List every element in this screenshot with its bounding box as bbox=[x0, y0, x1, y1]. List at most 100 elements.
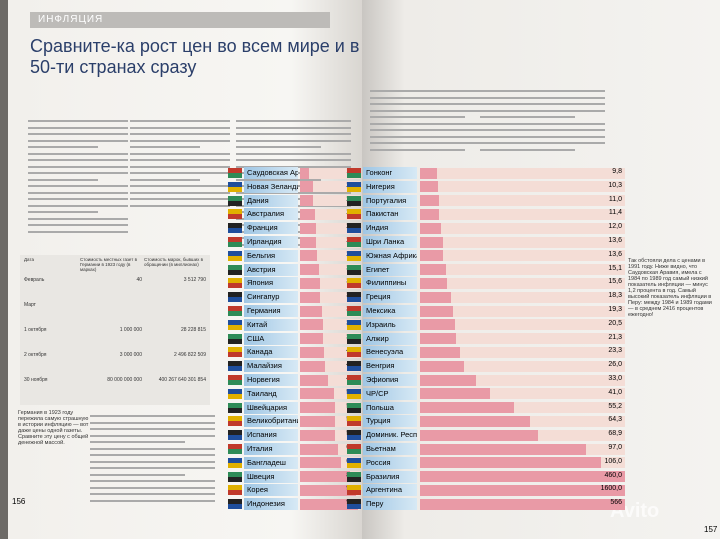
bar-track bbox=[300, 250, 360, 262]
category-label: Сингапур bbox=[244, 291, 298, 304]
bar-track bbox=[300, 195, 360, 207]
bar-track bbox=[300, 360, 360, 372]
category-label: Аргентина bbox=[363, 484, 417, 497]
flag bbox=[347, 223, 361, 234]
text-line bbox=[90, 447, 215, 450]
bar-track bbox=[420, 236, 625, 248]
text-line bbox=[370, 129, 495, 131]
text-line bbox=[28, 126, 128, 129]
text-line bbox=[130, 204, 230, 207]
table-cell: 3 000 000 bbox=[119, 352, 142, 358]
bar-track bbox=[300, 291, 360, 303]
bar bbox=[300, 305, 322, 317]
flag bbox=[228, 375, 242, 385]
category-label: Мексика bbox=[363, 305, 417, 317]
bar-track bbox=[300, 181, 360, 193]
category-label: Индия bbox=[363, 222, 417, 235]
text-line bbox=[28, 185, 128, 187]
bar-track bbox=[300, 319, 360, 331]
bar bbox=[420, 346, 460, 358]
category-label: Италия bbox=[244, 443, 298, 455]
bar-track bbox=[420, 277, 625, 289]
text-line bbox=[480, 142, 605, 144]
text-line bbox=[236, 146, 321, 148]
text-line bbox=[90, 460, 215, 463]
text-line bbox=[90, 434, 215, 437]
text-line bbox=[90, 428, 215, 430]
value-label: 13,6 bbox=[608, 250, 622, 258]
bar bbox=[300, 374, 328, 386]
bar-track bbox=[420, 208, 625, 220]
bar bbox=[300, 388, 335, 400]
category-label: Перу bbox=[363, 498, 417, 511]
bar-track bbox=[420, 346, 625, 358]
bar bbox=[420, 415, 530, 427]
bar bbox=[420, 291, 452, 303]
flag bbox=[347, 181, 361, 192]
category-label: Гонконг bbox=[363, 167, 417, 179]
text-line bbox=[480, 148, 575, 151]
flag bbox=[228, 430, 242, 441]
text-line bbox=[28, 172, 128, 174]
bar bbox=[300, 498, 359, 510]
text-line bbox=[90, 493, 215, 495]
flag bbox=[347, 168, 361, 178]
category-label: Франция bbox=[244, 222, 298, 235]
bar bbox=[300, 471, 350, 483]
text-line bbox=[28, 191, 128, 194]
bar-track bbox=[420, 498, 625, 510]
value-label: 19,3 bbox=[608, 306, 622, 313]
bar bbox=[300, 291, 321, 303]
bar-track bbox=[420, 305, 625, 317]
flag bbox=[228, 278, 242, 289]
category-label: Бразилия bbox=[363, 470, 417, 483]
note: Так обстояли дела с ценами в 1991 году. … bbox=[628, 258, 712, 318]
text-line bbox=[130, 126, 230, 129]
category-label: Эфиопия bbox=[363, 374, 417, 386]
flag bbox=[228, 319, 242, 330]
text-line bbox=[130, 165, 230, 168]
text-line bbox=[90, 454, 215, 456]
text-line bbox=[236, 126, 351, 129]
text-line bbox=[480, 129, 605, 131]
flag bbox=[347, 264, 361, 275]
category-label: Египет bbox=[363, 263, 417, 276]
table-cell: 3 512 790 bbox=[183, 277, 206, 283]
flag bbox=[228, 292, 242, 303]
text-line bbox=[28, 165, 128, 168]
text-line bbox=[130, 120, 230, 122]
value-label: 460,0 bbox=[604, 471, 622, 479]
page-number: 157 bbox=[704, 525, 718, 534]
bar bbox=[420, 250, 444, 262]
text-line bbox=[90, 467, 215, 469]
text-line bbox=[130, 159, 230, 161]
bar bbox=[420, 471, 625, 483]
category-label: Греция bbox=[363, 291, 417, 304]
text-line bbox=[90, 499, 215, 502]
category-label: Филиппины bbox=[363, 277, 417, 290]
value-label: 23,3 bbox=[608, 347, 622, 355]
flag bbox=[347, 195, 361, 206]
bar bbox=[300, 402, 335, 414]
value-label: 15,1 bbox=[608, 264, 622, 272]
category-label: Бельгия bbox=[244, 249, 298, 262]
category-label: Вьетнам bbox=[363, 443, 417, 455]
value-label: 13,6 bbox=[608, 237, 622, 244]
flag bbox=[347, 388, 361, 399]
value-label: 18,3 bbox=[608, 292, 622, 300]
bar bbox=[300, 443, 338, 455]
text-line bbox=[28, 159, 128, 161]
bar-track bbox=[300, 484, 360, 496]
bar-track bbox=[420, 484, 625, 496]
bar-track bbox=[300, 471, 360, 483]
flag bbox=[347, 499, 361, 510]
flag bbox=[347, 444, 361, 454]
category-label: Венесуэла bbox=[363, 346, 417, 359]
flag bbox=[228, 168, 242, 178]
flag bbox=[347, 333, 361, 344]
table-cell: 2 октября bbox=[24, 352, 47, 358]
category-label: Новая Зеландия bbox=[244, 180, 298, 193]
flag bbox=[347, 457, 361, 468]
value-label: 566 bbox=[610, 499, 622, 507]
